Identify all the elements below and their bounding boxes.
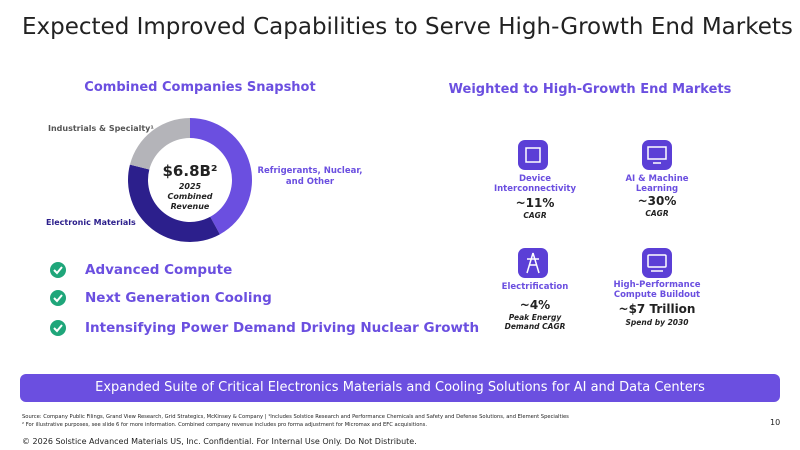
source-note: ² For illustrative purposes, see slide 6… (22, 422, 428, 428)
tower-glyph (526, 252, 540, 274)
legend-label: Electronic Materials (46, 218, 136, 227)
center-value: $6.8B² (162, 162, 218, 180)
donut-chart (128, 118, 252, 242)
page-number: 10 (770, 418, 781, 427)
legend-label: Refrigerants, Nuclear, and Other (257, 166, 363, 187)
chip-icon (518, 140, 548, 170)
market-label: High-Performance Compute Buildout (613, 280, 701, 300)
market-value: ~$7 Trillion (618, 302, 696, 316)
tower-icon (518, 248, 548, 278)
market-icons (518, 140, 672, 278)
monitor-icon (642, 140, 672, 170)
market-label: AI & Machine Learning (625, 174, 689, 194)
market-note: Spend by 2030 (625, 318, 689, 327)
banner-text: Expanded Suite of Critical Electronics M… (95, 380, 705, 395)
source-note: Source: Company Public Filings, Grand Vi… (22, 414, 569, 420)
market-value: ~30% (637, 194, 677, 208)
copyright: © 2026 Solstice Advanced Materials US, I… (22, 437, 417, 446)
section-heading: Combined Companies Snapshot (84, 80, 316, 95)
check-mark (53, 324, 63, 333)
center-caption: 2025 Combined Revenue (167, 182, 212, 212)
donut-segment (129, 118, 190, 170)
check-mark (53, 266, 63, 275)
section-heading: Weighted to High-Growth End Markets (448, 82, 732, 97)
market-value: ~11% (515, 196, 555, 210)
monitor-glyph (647, 146, 667, 160)
market-note: CAGR (523, 211, 547, 220)
server-icon (642, 248, 672, 278)
banner-background (20, 374, 780, 402)
check-icon (50, 262, 66, 278)
market-note: CAGR (645, 209, 669, 218)
check-icons (50, 262, 66, 336)
caption-line: Combined (167, 192, 213, 201)
caption-line: Revenue (170, 202, 210, 211)
donut-segment (128, 164, 220, 242)
donut-segment (190, 118, 252, 235)
check-icon (50, 290, 66, 306)
check-mark (53, 294, 63, 303)
chip-glyph (525, 147, 541, 163)
caption-line: 2025 (178, 182, 202, 191)
market-label: Electrification (501, 282, 569, 292)
checklist-item: Intensifying Power Demand Driving Nuclea… (85, 320, 480, 336)
market-label: Device Interconnectivity (493, 174, 577, 194)
slide-title: Expected Improved Capabilities to Serve … (22, 14, 793, 40)
checklist-item: Next Generation Cooling (85, 290, 272, 306)
legend-label: Industrials & Specialty¹ (48, 124, 154, 133)
server-glyph (647, 254, 667, 268)
checklist-item: Advanced Compute (85, 262, 233, 278)
market-note: Peak Energy Demand CAGR (504, 313, 566, 331)
market-value: ~4% (519, 298, 551, 312)
check-icon (50, 320, 66, 336)
